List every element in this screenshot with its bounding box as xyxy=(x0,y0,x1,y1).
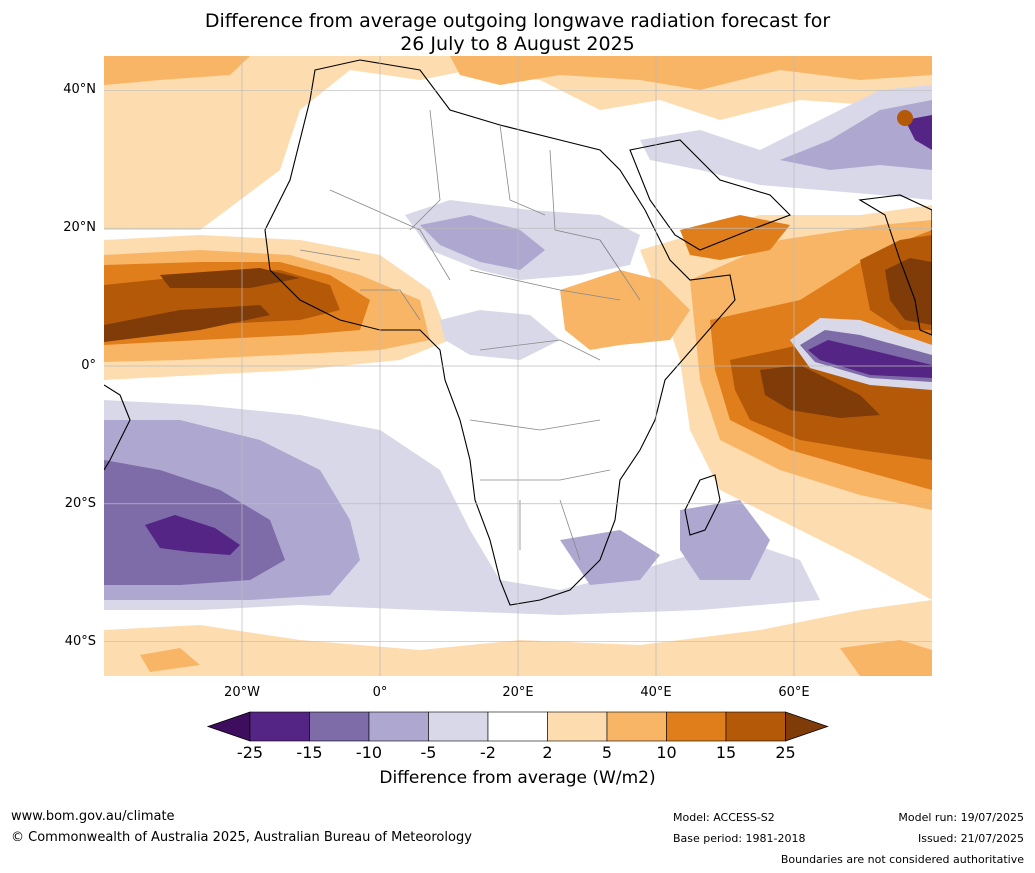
anomaly-region-north-light xyxy=(104,56,932,230)
longitude-tick-label: 20°W xyxy=(224,685,260,700)
madagascar-coastline xyxy=(684,474,721,536)
longitude-tick-label: 20°E xyxy=(502,685,534,700)
colorbar-tick-label: 2 xyxy=(542,743,553,762)
title-line-2: 26 July to 8 August 2025 xyxy=(400,33,635,55)
graticule xyxy=(104,56,932,676)
anomaly-region-central-africa-negative xyxy=(440,310,560,360)
colorbar-tick-label: 10 xyxy=(656,743,677,762)
colorbar-tick-label: 25 xyxy=(775,743,796,762)
anomaly-region-southern-medium-2 xyxy=(840,640,932,676)
footer-copyright: © Commonwealth of Australia 2025, Austra… xyxy=(11,830,472,845)
anomaly-region-himalaya-negative xyxy=(905,115,932,150)
anomaly-region-southern-medium xyxy=(140,648,200,672)
title-line-1: Difference from average outgoing longwav… xyxy=(204,10,831,32)
anomaly-region-east-africa-positive xyxy=(560,270,690,350)
colorbar-tick-label: 15 xyxy=(715,743,737,762)
south-america-coastline xyxy=(104,384,131,471)
country-borders xyxy=(299,109,641,561)
anomaly-region-sahel-negative-medium xyxy=(420,215,545,270)
anomaly-region-asia-negative xyxy=(780,100,932,170)
anomaly-region-red-sea-positive xyxy=(680,215,790,260)
footer-model-run: Model run: 19/07/2025 xyxy=(898,811,1024,824)
anomaly-region-south-indian-negative xyxy=(560,530,660,585)
india-coastline xyxy=(858,194,932,336)
africa-coastline xyxy=(264,59,736,606)
longitude-tick-label: 40°E xyxy=(640,685,672,700)
colorbar-tick-label: -5 xyxy=(420,743,437,762)
anomaly-region-india-extreme xyxy=(885,258,932,325)
anomaly-region-mediterranean xyxy=(450,56,932,90)
latitude-tick-label: 40°N xyxy=(63,82,96,98)
colorbar-tick-label: 5 xyxy=(601,743,613,762)
latitude-tick-label: 40°S xyxy=(64,633,96,649)
latitude-tick-label: 20°S xyxy=(64,495,96,511)
anomaly-region-madagascar-negative xyxy=(680,500,770,580)
anomaly-region-south-atlantic-very-strong xyxy=(145,515,240,555)
anomaly-region-asia-negative-light xyxy=(640,85,932,200)
anomaly-region-north-medium xyxy=(104,56,250,85)
colorbar-label: Difference from average (W/m2) xyxy=(379,768,656,788)
footer-model: Model: ACCESS-S2 xyxy=(673,811,775,824)
colorbar-tick-label: -15 xyxy=(296,743,323,762)
footer-disclaimer: Boundaries are not considered authoritat… xyxy=(780,853,1024,866)
anomaly-region-west-africa-extreme-2 xyxy=(160,268,300,288)
footer-base-period: Base period: 1981-2018 xyxy=(673,832,806,845)
chart-title: Difference from average outgoing longwav… xyxy=(0,10,1035,56)
anomaly-spot-himalaya xyxy=(897,110,913,126)
footer-website: www.bom.gov.au/climate xyxy=(11,809,175,824)
colorbar-tick-label: -2 xyxy=(480,743,496,762)
latitude-tick-label: 20°N xyxy=(63,220,96,236)
latitude-tick-label: 0° xyxy=(81,358,96,373)
colorbar-tick-label: -10 xyxy=(355,743,383,762)
arabia-coastline xyxy=(629,139,791,251)
anomaly-region-west-africa-extreme xyxy=(104,305,270,342)
footer-issued: Issued: 21/07/2025 xyxy=(917,832,1024,845)
map-area xyxy=(104,56,932,676)
colorbar-tick-label: -25 xyxy=(236,743,264,762)
longitude-tick-label: 60°E xyxy=(778,685,810,700)
longitude-tick-label: 0° xyxy=(372,685,388,700)
anomaly-region-indian-ocean-extreme xyxy=(760,365,880,418)
anomaly-region-southern-light xyxy=(104,600,932,676)
anomaly-region-arabian-sea-negative-strong xyxy=(808,340,932,378)
